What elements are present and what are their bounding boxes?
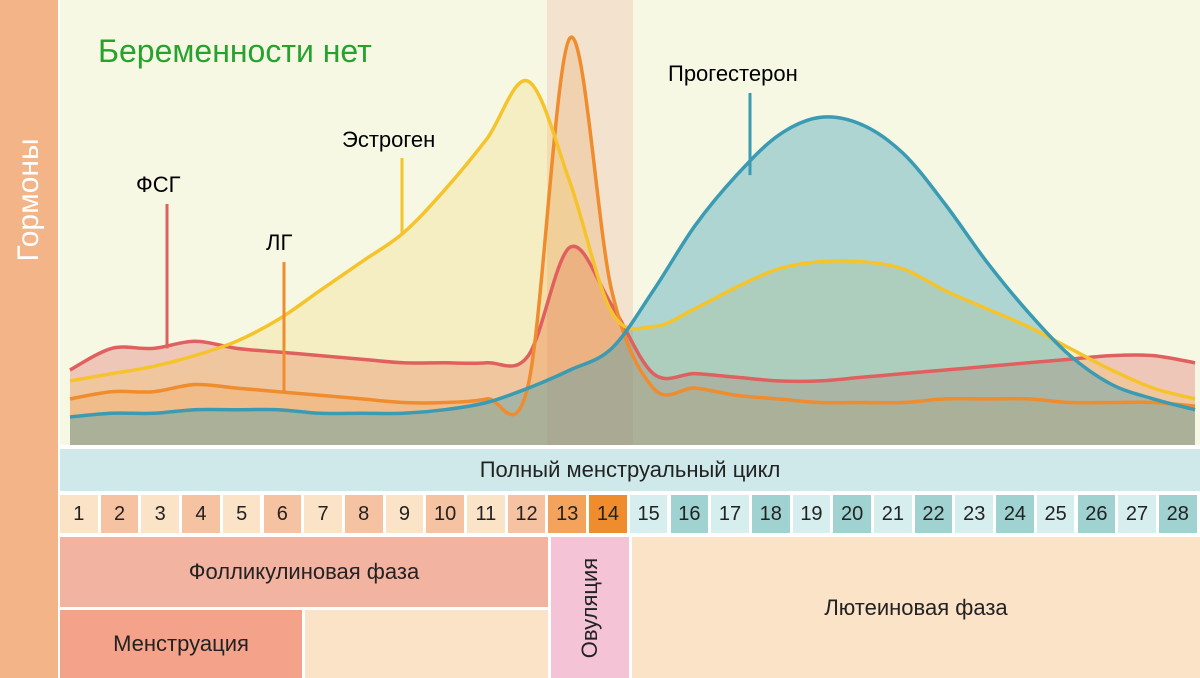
day-cell-24: 24 xyxy=(996,495,1034,533)
day-cell-7: 7 xyxy=(304,495,342,533)
luteal-phase: Лютеиновая фаза xyxy=(632,537,1200,678)
day-cell-20: 20 xyxy=(833,495,871,533)
post-menstruation-block xyxy=(305,610,548,678)
follicular-phase-label: Фолликулиновая фаза xyxy=(188,559,420,584)
day-cell-2: 2 xyxy=(100,495,139,533)
follicular-phase: Фолликулиновая фаза xyxy=(60,537,548,607)
day-cell-3: 3 xyxy=(141,495,180,533)
series-area-3 xyxy=(70,116,1195,445)
y-axis-label-bar: Гормоны xyxy=(0,0,58,678)
day-cell-25: 25 xyxy=(1036,495,1075,533)
luteal-phase-label: Лютеиновая фаза xyxy=(824,594,1008,620)
day-cell-18: 18 xyxy=(751,495,790,533)
day-cell-6: 6 xyxy=(263,495,302,533)
label-fsh: ФСГ xyxy=(136,172,181,197)
label-lh: ЛГ xyxy=(266,230,293,255)
ovulation-phase: Овуляция xyxy=(551,537,629,678)
day-cell-1: 1 xyxy=(60,495,98,533)
day-cell-23: 23 xyxy=(955,495,994,533)
day-cell-28: 28 xyxy=(1158,495,1197,533)
hormone-chart-svg xyxy=(69,0,1196,445)
day-cell-15: 15 xyxy=(629,495,668,533)
day-cell-14: 14 xyxy=(589,495,627,533)
series-line-1 xyxy=(69,35,1196,417)
day-cell-9: 9 xyxy=(385,495,424,533)
day-cell-21: 21 xyxy=(874,495,912,533)
hormone-chart: Беременности нет ФСГ ЛГ Эстроген Прогест… xyxy=(60,0,1200,445)
day-cell-17: 17 xyxy=(711,495,749,533)
label-progesterone: Прогестерон xyxy=(668,61,798,86)
menstruation-phase: Менструация xyxy=(60,610,302,678)
day-cell-19: 19 xyxy=(792,495,831,533)
day-cell-26: 26 xyxy=(1077,495,1116,533)
day-cell-11: 11 xyxy=(467,495,505,533)
series-area-2 xyxy=(70,80,1195,445)
series-line-2 xyxy=(69,78,1196,401)
day-cell-27: 27 xyxy=(1118,495,1156,533)
day-cell-16: 16 xyxy=(670,495,709,533)
chart-title: Беременности нет xyxy=(98,33,372,69)
day-cell-8: 8 xyxy=(344,495,383,533)
day-cell-10: 10 xyxy=(426,495,464,533)
day-cell-13: 13 xyxy=(548,495,587,533)
menstruation-phase-label: Менструация xyxy=(113,631,249,656)
cycle-bar: Полный менструальный цикл xyxy=(60,449,1200,491)
day-cell-4: 4 xyxy=(182,495,220,533)
label-estrogen: Эстроген xyxy=(342,127,436,152)
day-cell-22: 22 xyxy=(914,495,953,533)
ovulation-phase-label: Овуляция xyxy=(577,557,603,658)
series-line-3 xyxy=(69,115,1196,419)
day-cell-5: 5 xyxy=(222,495,261,533)
y-axis-label: Гормоны xyxy=(12,138,45,262)
day-cell-12: 12 xyxy=(507,495,546,533)
